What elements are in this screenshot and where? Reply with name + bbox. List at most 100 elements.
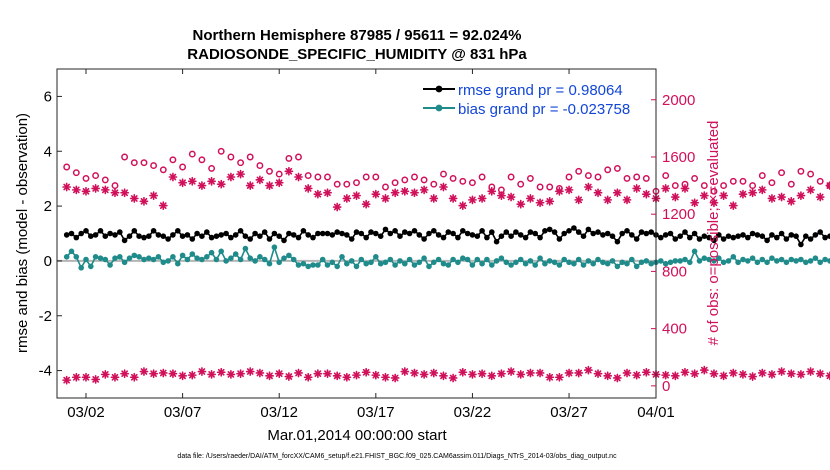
obs-evaluated-marker	[178, 371, 187, 381]
obs-evaluated-marker	[661, 370, 671, 380]
rmse-point	[774, 234, 780, 241]
obs-possible-marker	[575, 167, 583, 175]
obs-evaluated-marker	[468, 369, 477, 379]
rmse-point	[131, 228, 138, 234]
obs-possible-marker	[584, 172, 592, 180]
bias-point	[498, 255, 505, 261]
rmse-point	[643, 230, 650, 237]
bias-point	[348, 258, 355, 264]
rmse-point	[363, 234, 370, 241]
rmse-point	[798, 241, 804, 248]
rmse-point	[522, 234, 529, 241]
rmse-point	[759, 233, 766, 239]
obs-evaluated-marker	[120, 369, 130, 379]
obs-evaluated-marker	[448, 373, 458, 383]
obs-evaluated-marker	[313, 369, 323, 379]
obs-possible-marker	[662, 172, 670, 180]
obs-evaluated-marker	[381, 372, 390, 382]
bias-point	[604, 260, 611, 267]
obs-evaluated-marker	[632, 184, 642, 193]
obs-possible-marker	[739, 177, 747, 185]
obs-evaluated-marker	[728, 201, 738, 211]
rmse-point	[97, 228, 104, 234]
rmse-point	[165, 236, 171, 242]
rmse-point	[184, 232, 191, 238]
obs-evaluated-marker	[352, 191, 361, 200]
obs-possible-marker	[140, 159, 148, 167]
obs-evaluated-marker	[400, 186, 410, 196]
rmse-point	[489, 229, 495, 235]
obs-possible-marker	[546, 183, 554, 191]
rmse-point	[344, 232, 350, 238]
obs-evaluated-marker	[806, 185, 815, 195]
obs-evaluated-marker	[564, 185, 574, 195]
bias-point	[696, 258, 703, 264]
bias-point	[305, 263, 312, 270]
bias-point	[126, 255, 133, 261]
bias-point	[146, 255, 152, 261]
bias-point	[300, 260, 307, 267]
bias-point	[484, 256, 490, 263]
y-left-tick-label: -4	[39, 363, 52, 380]
obs-evaluated-marker	[554, 186, 564, 196]
bias-point	[199, 256, 205, 263]
bias-point	[566, 259, 572, 266]
obs-evaluated-marker	[612, 373, 622, 383]
obs-evaluated-marker	[670, 371, 680, 381]
rmse-point	[469, 232, 476, 238]
obs-possible-marker	[604, 166, 612, 174]
rmse-point	[315, 230, 321, 237]
bias-point	[648, 260, 654, 267]
obs-possible-marker	[333, 180, 341, 188]
obs-possible-marker	[295, 153, 302, 161]
rmse-point	[619, 230, 625, 237]
rmse-point	[397, 233, 403, 239]
obs-evaluated-marker	[226, 172, 236, 182]
obs-evaluated-marker	[709, 369, 719, 379]
obs-evaluated-marker	[400, 367, 410, 376]
obs-evaluated-marker	[294, 172, 303, 182]
bias-point	[334, 263, 341, 270]
rmse-point	[271, 230, 278, 237]
obs-possible-marker	[816, 177, 824, 185]
obs-possible-marker	[353, 179, 360, 187]
bias-point	[63, 253, 70, 260]
bias-point	[803, 259, 809, 266]
obs-evaluated-marker	[419, 369, 429, 379]
obs-possible-marker	[449, 174, 457, 182]
obs-evaluated-marker	[178, 178, 187, 188]
obs-evaluated-marker	[390, 188, 400, 198]
obs-evaluated-marker	[738, 369, 748, 379]
rmse-point	[537, 234, 543, 241]
bias-point	[643, 258, 650, 264]
rmse-point	[324, 230, 331, 237]
rmse-point	[213, 233, 220, 239]
rmse-point	[175, 228, 181, 234]
obs-evaluated-marker	[236, 169, 245, 179]
rmse-point	[445, 229, 452, 235]
y-axis-left-label: rmse and bias (model - observation)	[14, 113, 31, 353]
rmse-point	[807, 236, 814, 242]
bias-point	[440, 260, 447, 267]
legend: rmse grand pr = 0.98064 bias grand pr = …	[423, 82, 630, 118]
bias-point	[556, 262, 563, 268]
obs-evaluated-marker	[796, 191, 806, 200]
obs-evaluated-marker	[680, 367, 690, 377]
bias-point	[527, 258, 534, 264]
rmse-point	[546, 226, 553, 233]
rmse-point	[706, 234, 712, 241]
obs-evaluated-marker	[323, 188, 332, 198]
obs-evaluated-marker	[786, 369, 796, 379]
obs-possible-marker	[130, 159, 138, 167]
obs-evaluated-marker	[100, 185, 110, 195]
rmse-point	[421, 236, 427, 242]
rmse-point	[237, 228, 244, 234]
rmse-point	[266, 236, 273, 242]
bias-point	[416, 259, 423, 266]
bias-point	[329, 259, 336, 266]
bias-point	[725, 258, 732, 264]
obs-evaluated-marker	[303, 184, 313, 193]
bias-point	[131, 252, 138, 259]
rmse-point	[392, 228, 398, 234]
rmse-point	[199, 233, 205, 239]
